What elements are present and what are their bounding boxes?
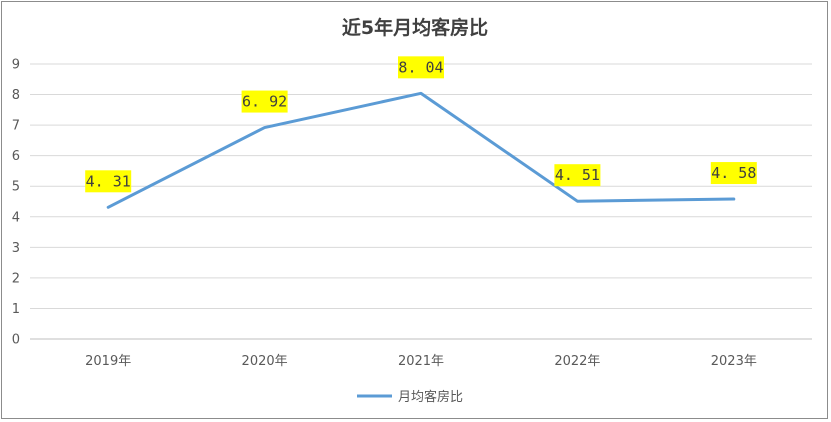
- x-tick-label: 2022年: [554, 354, 600, 369]
- series-line: [106, 91, 736, 209]
- data-label-box: [710, 162, 757, 185]
- series-group: [106, 91, 736, 209]
- data-label: 4. 31: [86, 172, 131, 190]
- y-tick-label: 9: [12, 58, 20, 73]
- data-label: 8. 04: [398, 58, 443, 76]
- legend: 月均客房比: [357, 389, 463, 405]
- x-tick-label: 2020年: [242, 354, 288, 369]
- data-label: 4. 51: [555, 166, 600, 184]
- y-tick-label: 7: [12, 119, 20, 134]
- data-label-box: [85, 170, 132, 193]
- data-label-box: [241, 90, 288, 113]
- legend-label: 月均客房比: [398, 389, 463, 405]
- data-label-box: [554, 164, 601, 187]
- x-tick-label: 2019年: [85, 354, 131, 369]
- y-tick-label: 2: [12, 271, 20, 286]
- data-label: 6. 92: [242, 93, 287, 111]
- x-axis-ticks: 2019年 2020年 2021年 2022年 2023年: [85, 354, 757, 369]
- y-tick-label: 4: [12, 210, 20, 225]
- data-labels: 4. 31 6. 92 8. 04 4. 51 4. 58: [85, 56, 757, 193]
- data-label: 4. 58: [711, 164, 756, 182]
- x-tick-label: 2023年: [711, 354, 757, 369]
- y-axis-ticks: 0 1 2 3 4 5 6 7 8 9: [12, 58, 20, 348]
- y-tick-label: 6: [12, 149, 20, 164]
- y-tick-label: 8: [12, 88, 20, 103]
- data-label-box: [398, 56, 444, 79]
- y-tick-label: 0: [12, 333, 20, 348]
- x-tick-label: 2021年: [398, 354, 444, 369]
- y-tick-label: 3: [12, 241, 20, 256]
- y-tick-label: 1: [12, 302, 20, 317]
- chart-title: 近5年月均客房比: [342, 16, 488, 39]
- gridlines: [30, 63, 812, 340]
- y-tick-label: 5: [12, 180, 20, 195]
